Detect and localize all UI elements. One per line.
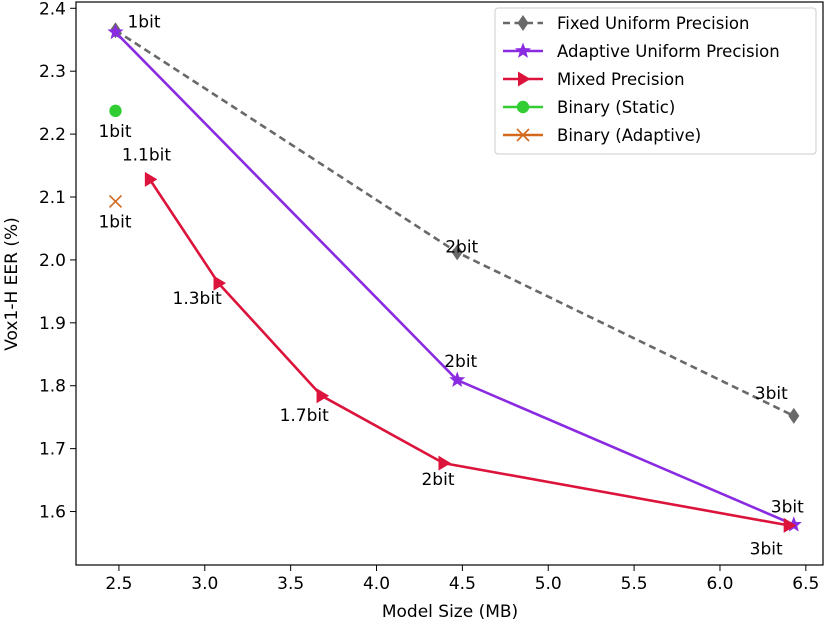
x-axis-label: Model Size (MB) — [382, 602, 518, 622]
legend-label: Fixed Uniform Precision — [557, 14, 749, 33]
data-point-1 — [449, 371, 466, 387]
x-tick-label: 5.0 — [535, 574, 562, 594]
y-axis-label: Vox1-H EER (%) — [2, 217, 22, 351]
legend-box — [494, 7, 817, 155]
legend-swatch-marker — [517, 15, 529, 31]
y-tick-label: 2.4 — [39, 0, 66, 19]
y-tick-label: 2.3 — [39, 62, 66, 82]
data-point-0 — [451, 244, 463, 261]
legend-label: Mixed Precision — [557, 70, 685, 89]
x-tick-label: 4.0 — [363, 574, 390, 594]
y-tick-label: 1.9 — [39, 314, 66, 334]
y-tick-label: 1.7 — [39, 440, 66, 460]
y-axis-ticks: 1.6 1.7 1.8 1.9 2.0 2.1 2.2 2.3 2.4 — [39, 0, 76, 523]
x-tick-label: 2.5 — [105, 574, 132, 594]
data-point-2 — [213, 275, 227, 291]
legend-label: Adaptive Uniform Precision — [557, 42, 780, 61]
x-tick-label: 6.5 — [792, 574, 819, 594]
legend-swatch-marker — [518, 71, 531, 87]
point-label: 1bit — [127, 12, 160, 32]
point-label: 2bit — [421, 470, 454, 490]
point-label: 1bit — [98, 122, 131, 142]
legend-label: Binary (Static) — [557, 98, 675, 117]
legend: Fixed Uniform Precision Adaptive Uniform … — [494, 7, 817, 155]
data-point-4 — [108, 194, 123, 208]
data-point-1 — [785, 516, 802, 532]
point-label: 3bit — [771, 498, 804, 518]
legend-swatch-marker — [514, 42, 532, 58]
point-label: 2bit — [444, 352, 477, 372]
point-label: 1bit — [98, 212, 131, 232]
y-tick-label: 2.1 — [39, 188, 66, 208]
data-point-2 — [438, 455, 451, 471]
legend-swatch-marker — [516, 100, 530, 114]
legend-label: Binary (Adaptive) — [557, 126, 701, 145]
point-label: 3bit — [755, 384, 788, 404]
point-label: 3bit — [750, 539, 783, 559]
x-tick-label: 5.5 — [621, 574, 648, 594]
y-tick-label: 2.0 — [39, 251, 66, 271]
data-point-2 — [316, 388, 330, 404]
x-tick-label: 3.0 — [191, 574, 218, 594]
x-tick-label: 4.5 — [449, 574, 476, 594]
data-series — [107, 22, 802, 533]
y-tick-label: 1.6 — [39, 503, 66, 523]
point-label: 1.1bit — [122, 145, 172, 165]
y-tick-label: 1.8 — [39, 377, 66, 397]
x-tick-label: 6.0 — [706, 574, 733, 594]
point-label: 2bit — [445, 237, 478, 257]
point-label: 1.3bit — [173, 289, 223, 309]
point-labels: 1bit 2bit 3bit 2bit 3bit 1.1bit 1.3bit 1.7bit 2b… — [98, 12, 804, 559]
x-axis-ticks: 2.5 3.0 3.5 4.0 4.5 5.0 5.5 6.0 6.5 — [105, 565, 819, 594]
data-point-2 — [783, 517, 797, 533]
plot-frame — [75, 1, 824, 566]
y-tick-label: 2.2 — [39, 125, 66, 145]
data-point-2 — [144, 171, 158, 187]
data-point-3 — [109, 104, 122, 118]
data-point-0 — [788, 407, 800, 424]
x-tick-label: 3.5 — [277, 574, 304, 594]
legend-swatch-marker — [516, 128, 530, 142]
point-label: 1.7bit — [280, 406, 330, 426]
data-point-1 — [107, 23, 124, 40]
